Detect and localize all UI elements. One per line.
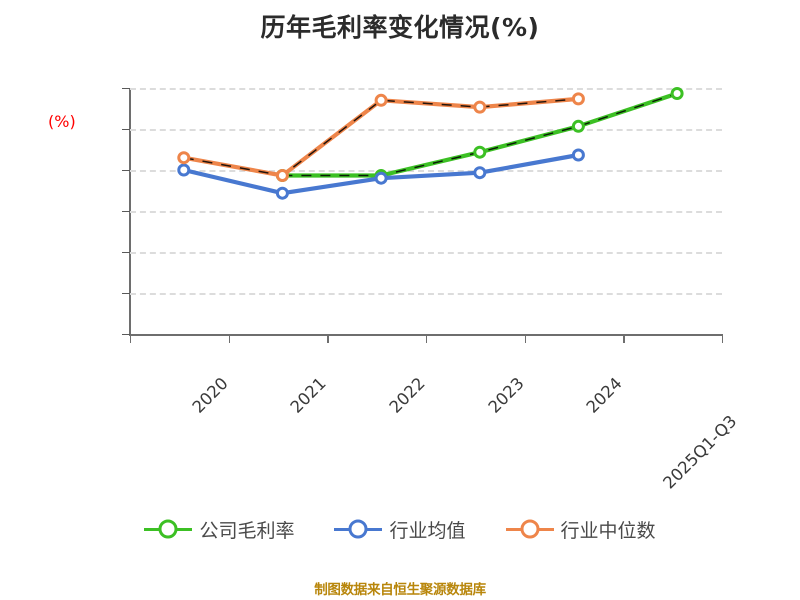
y-axis-tick-mark	[122, 88, 130, 89]
x-axis-tick-mark	[130, 334, 132, 343]
data-point-marker	[374, 171, 388, 185]
chart-footer-source: 制图数据来自恒生聚源数据库	[314, 582, 486, 598]
x-axis-tick-mark	[722, 334, 724, 343]
x-axis-tick-label: 2021	[287, 373, 331, 417]
x-axis-tick-label: 2024	[583, 373, 627, 417]
y-axis-tick-mark	[122, 293, 130, 294]
legend-item[interactable]: 行业均值	[334, 516, 466, 543]
data-point-marker	[670, 87, 684, 100]
data-point-marker	[275, 169, 289, 182]
legend-marker-icon	[520, 519, 539, 539]
legend-item[interactable]: 行业中位数	[505, 516, 656, 543]
legend-line-swatch	[334, 519, 383, 539]
x-axis-tick-mark	[623, 334, 625, 343]
data-point-marker	[275, 186, 289, 200]
data-point-marker	[473, 166, 487, 180]
data-point-marker	[177, 163, 191, 177]
gridline	[130, 88, 722, 90]
series-plot	[177, 87, 684, 200]
x-axis-tick-label: 2020	[188, 373, 232, 417]
legend-label: 行业中位数	[560, 520, 656, 542]
x-axis-tick-mark	[426, 334, 428, 343]
gridline	[130, 170, 722, 172]
data-point-marker	[374, 93, 388, 107]
data-point-marker	[473, 145, 487, 159]
legend-marker-icon	[158, 519, 178, 539]
x-axis-tick-mark	[524, 334, 527, 343]
chart-title: 历年毛利率变化情况(%)	[260, 13, 540, 42]
x-axis-tick-label: 2025Q1-Q3	[659, 411, 741, 493]
y-axis-tick-mark	[122, 211, 130, 212]
legend-label: 公司毛利率	[199, 520, 295, 542]
y-axis-label: (%)	[48, 112, 76, 131]
legend-line-swatch	[144, 519, 193, 539]
x-axis-tick-mark	[327, 334, 329, 343]
data-point-marker	[571, 92, 585, 106]
legend-marker-icon	[348, 519, 368, 539]
data-point-marker	[571, 119, 585, 133]
data-point-marker	[473, 100, 487, 114]
gridline	[130, 211, 722, 213]
x-axis-tick-label: 2023	[484, 373, 528, 417]
legend-label: 行业均值	[389, 520, 466, 542]
x-axis-tick-mark	[228, 334, 231, 343]
x-axis-tick-label: 2022	[385, 373, 429, 417]
gridline	[130, 252, 722, 254]
chart-legend: 公司毛利率 行业均值 行业中位数	[0, 516, 800, 543]
data-point-marker	[571, 148, 585, 162]
y-axis-tick-mark	[122, 129, 130, 130]
y-axis-tick-mark	[122, 170, 130, 171]
gridline	[130, 293, 722, 295]
series-line-dash-overlay	[183, 98, 579, 177]
y-axis-tick-mark	[122, 252, 130, 253]
legend-line-swatch	[505, 519, 554, 539]
gridline	[130, 129, 722, 131]
y-axis-tick-mark	[122, 334, 130, 335]
data-point-marker	[177, 151, 191, 165]
series-line-dash-overlay	[282, 92, 678, 177]
legend-item[interactable]: 公司毛利率	[144, 516, 294, 543]
